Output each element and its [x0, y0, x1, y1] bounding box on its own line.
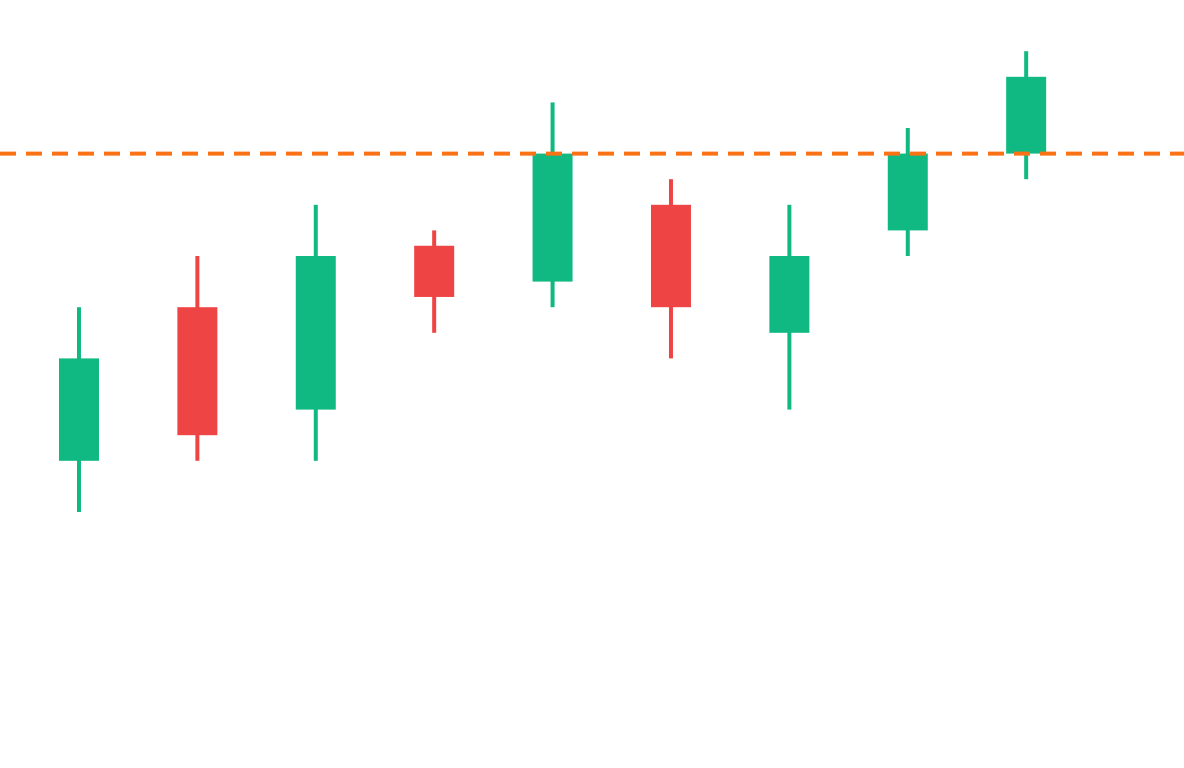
candle-body [177, 307, 218, 436]
candle-2 [177, 256, 218, 461]
candle-8 [887, 128, 928, 256]
candle-body [58, 358, 99, 461]
candle-body [532, 153, 573, 282]
candle-body [769, 256, 810, 333]
candle-3 [295, 204, 336, 461]
candle-7 [769, 204, 810, 410]
candle-1 [58, 307, 99, 512]
candle-body [650, 204, 691, 308]
candle-6 [650, 179, 691, 359]
candle-9 [1006, 51, 1047, 180]
candle-body [414, 245, 455, 297]
candle-4 [414, 230, 455, 333]
candle-body [1006, 76, 1047, 154]
candle-body [295, 256, 336, 410]
candle-5 [532, 102, 573, 308]
candle-body [887, 153, 928, 231]
